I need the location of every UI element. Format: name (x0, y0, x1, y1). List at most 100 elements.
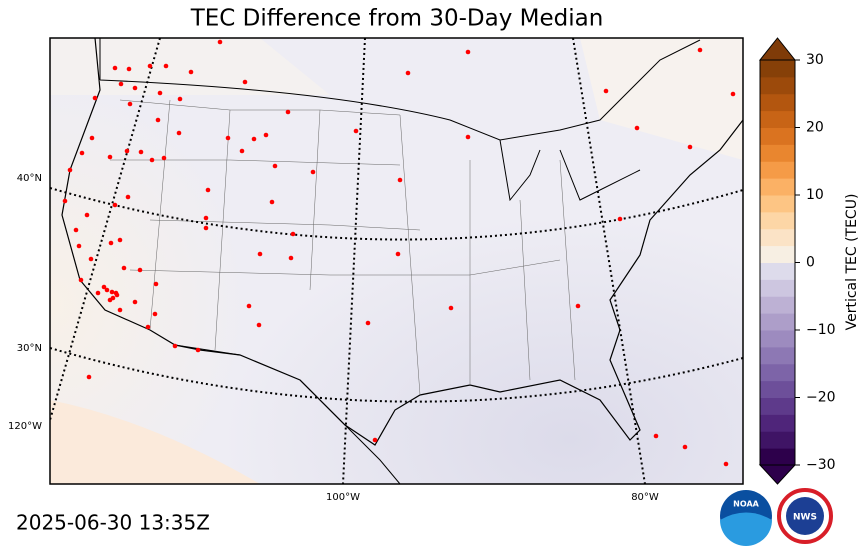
station (203, 225, 209, 231)
station (124, 148, 130, 154)
colorbar-tick-label: −20 (806, 390, 836, 406)
station (76, 243, 82, 249)
station (147, 63, 153, 69)
station (465, 134, 471, 140)
colorbar-band (760, 245, 795, 263)
colorbar-label: Vertical TEC (TECU) (844, 194, 860, 331)
great-lakes (499, 139, 641, 202)
station (448, 305, 454, 311)
colorbar-band (760, 161, 795, 179)
colorbar-tick-label: 10 (806, 187, 824, 203)
logo-text: NWS (793, 513, 817, 523)
colorbar: 30 20 10 0 −10 −20 −30 (758, 37, 836, 485)
colorbar-band (760, 414, 795, 432)
colorbar-band (760, 296, 795, 314)
station (310, 169, 316, 175)
station (269, 199, 275, 205)
station (157, 90, 163, 96)
station (225, 135, 231, 141)
map (50, 38, 743, 484)
logo-wave (720, 512, 772, 546)
station (73, 227, 79, 233)
colorbar-band (760, 262, 795, 280)
colorbar-band (760, 228, 795, 247)
graticule (50, 38, 743, 484)
lat-label: 40°N (17, 173, 42, 184)
station (78, 277, 84, 283)
station (617, 216, 623, 222)
colorbar-tick-label: 20 (806, 120, 824, 136)
title: TEC Difference from 30-Day Median (190, 6, 604, 32)
colorbar-band (760, 60, 795, 78)
station (465, 49, 471, 55)
colorbar-tick-label: 30 (806, 52, 824, 68)
colorbar-band (760, 346, 795, 365)
station (195, 347, 201, 353)
station (188, 69, 194, 75)
station (203, 215, 209, 221)
station (723, 461, 729, 467)
timestamp: 2025-06-30 13:35Z (16, 511, 210, 535)
colorbar-band (760, 195, 795, 213)
stations (62, 39, 736, 467)
colorbar-band (760, 431, 795, 449)
logo-text: NOAA (733, 500, 759, 509)
lon-label: 80°W (631, 492, 659, 503)
station (682, 444, 688, 450)
station (92, 95, 98, 101)
station (405, 70, 411, 76)
colorbar-band (760, 397, 795, 415)
station (109, 289, 115, 295)
station (138, 149, 144, 155)
colorbar-band (760, 127, 795, 145)
station (395, 251, 401, 257)
station (88, 256, 94, 262)
colorbar-band (760, 110, 795, 128)
station (251, 136, 257, 142)
station (246, 303, 252, 309)
station (603, 88, 609, 94)
station (653, 433, 659, 439)
station (149, 157, 155, 163)
logo-disc (786, 497, 824, 535)
station (132, 85, 138, 91)
colorbar-band (760, 144, 795, 162)
nws-logo: NWS (777, 488, 833, 544)
lon-label: 100°W (326, 492, 360, 503)
field-high (50, 38, 450, 484)
station (263, 132, 269, 138)
colorbar-band (760, 178, 795, 196)
station (257, 251, 263, 257)
colorbar-band (760, 330, 795, 348)
station (107, 154, 113, 160)
station (353, 128, 359, 134)
station (730, 91, 736, 97)
station (217, 39, 223, 45)
colorbar-extension (758, 37, 797, 61)
station (239, 148, 245, 154)
station (84, 212, 90, 218)
station (155, 117, 161, 123)
field-high (50, 400, 260, 484)
station (634, 125, 640, 131)
colorbar-extension (758, 464, 797, 485)
station (242, 79, 248, 85)
station (125, 194, 131, 200)
map-frame (49, 37, 744, 485)
station (152, 311, 158, 317)
colorbar-band (760, 279, 795, 297)
colorbar-band (760, 448, 795, 466)
station (62, 198, 68, 204)
station (126, 66, 132, 72)
colorbar-tick-label: 0 (806, 255, 815, 271)
station (697, 47, 703, 53)
station (365, 320, 371, 326)
station (687, 144, 693, 150)
station (372, 437, 378, 443)
station (145, 324, 151, 330)
station (112, 65, 118, 71)
colorbar-band (760, 380, 795, 398)
station (121, 265, 127, 271)
station (101, 284, 107, 290)
